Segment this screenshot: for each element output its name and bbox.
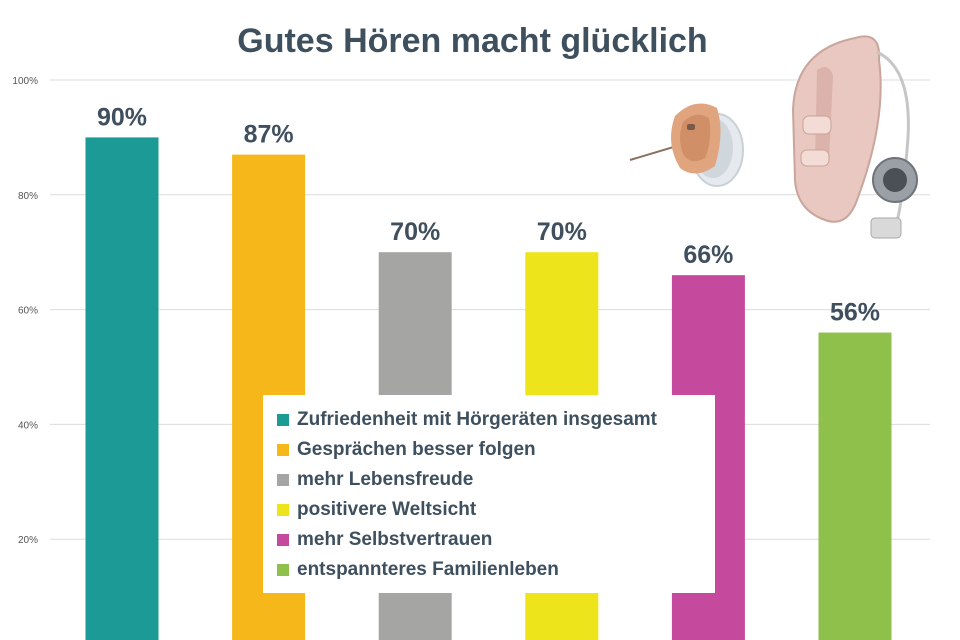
data-label: 87%: [244, 121, 294, 149]
legend-label: Zufriedenheit mit Hörgeräten insgesamt: [297, 409, 658, 430]
y-axis-ticks: 20% 40% 60% 80% 100%: [12, 76, 38, 546]
legend-swatch: [277, 564, 289, 576]
legend-label: Gesprächen besser folgen: [297, 439, 536, 460]
legend-item: entspannteres Familienleben: [277, 555, 703, 585]
y-tick-label: 80%: [18, 191, 38, 202]
legend-swatch: [277, 504, 289, 516]
legend-label: mehr Selbstvertrauen: [297, 529, 493, 550]
data-label: 90%: [97, 103, 147, 131]
behind-ear-hearing-aid-icon: [791, 35, 918, 239]
legend-swatch: [277, 444, 289, 456]
chart-legend: Zufriedenheit mit Hörgeräten insgesamt Ge…: [263, 395, 715, 593]
y-tick-label: 60%: [18, 306, 38, 317]
legend-swatch: [277, 414, 289, 426]
legend-item: mehr Selbstvertrauen: [277, 525, 703, 555]
data-label: 70%: [390, 218, 440, 246]
y-tick-label: 40%: [18, 420, 38, 431]
legend-label: positivere Weltsicht: [297, 499, 477, 520]
bar: [818, 332, 892, 640]
data-label: 66%: [683, 241, 733, 269]
chart-title: Gutes Hören macht glücklich: [237, 22, 708, 60]
legend-item: Zufriedenheit mit Hörgeräten insgesamt: [277, 405, 703, 435]
data-labels: 90% 87% 70% 70% 66% 56%: [97, 103, 880, 326]
data-label: 70%: [537, 218, 587, 246]
legend-swatch: [277, 474, 289, 486]
legend-item: positivere Weltsicht: [277, 495, 703, 525]
legend-label: mehr Lebensfreude: [297, 469, 474, 490]
y-tick-label: 20%: [18, 535, 38, 546]
bar: [85, 137, 159, 640]
data-label: 56%: [830, 299, 880, 327]
legend-item: mehr Lebensfreude: [277, 465, 703, 495]
legend-label: entspannteres Familienleben: [297, 559, 559, 580]
in-ear-hearing-aid-icon: [629, 103, 744, 187]
legend-swatch: [277, 534, 289, 546]
legend-item: Gesprächen besser folgen: [277, 435, 703, 465]
y-tick-label: 100%: [12, 76, 38, 87]
